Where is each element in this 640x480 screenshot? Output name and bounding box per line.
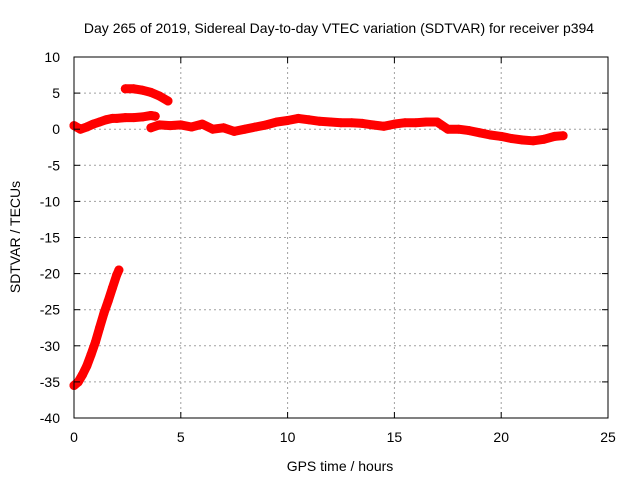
data-point [558,131,568,141]
x-tick-label: 15 [387,429,403,445]
data-point [283,116,293,125]
y-tick-label: -40 [40,410,60,426]
y-tick-label: -35 [40,374,60,390]
tick-labels: 0 5 10 15 20 25 10 5 0 -5 -10 -15 -20 -25 -30 -35 -40 [40,49,616,445]
data-point [78,370,87,380]
data-point [251,122,261,132]
y-tick-label: 10 [44,49,60,65]
data-point [129,113,139,123]
data-point [432,117,442,127]
y-tick-label: -30 [40,338,60,354]
y-axis-label: SDTVAR / TECUs [7,181,23,293]
y-tick-label: 5 [52,85,60,101]
data-point [165,121,175,131]
data-series [69,84,568,390]
data-point [107,283,117,293]
data-point [507,134,517,144]
data-point [379,121,389,131]
data-point [187,122,196,132]
data-point [129,84,139,94]
data-point [357,118,367,128]
data-point [86,350,96,359]
data-point [146,87,156,97]
data-point [443,124,453,134]
data-point [293,113,303,123]
data-point [454,124,463,134]
x-tick-label: 10 [280,429,296,445]
y-tick-label: -10 [40,193,60,209]
axis-ticks [73,56,609,419]
data-point [486,130,495,140]
data-point [137,85,147,95]
x-axis-label: GPS time / hours [287,458,394,474]
y-tick-label: -25 [40,302,60,318]
y-tick-label: -15 [40,230,60,246]
data-point [325,117,335,127]
data-point [421,117,431,127]
series-segment-4 [146,113,568,146]
data-point [518,135,528,145]
data-point [261,120,271,130]
data-point [112,113,122,123]
data-point [347,118,357,128]
data-point [120,113,130,123]
data-point [137,112,147,122]
data-point [154,120,164,130]
y-tick-label: 0 [52,121,60,137]
data-point [539,134,549,144]
data-point [304,115,314,125]
x-tick-label: 0 [70,429,78,445]
data-point [90,337,100,347]
data-point [240,124,250,134]
data-point [550,131,560,141]
data-point [82,361,92,371]
data-point [208,124,218,134]
data-point [103,296,113,306]
x-tick-label: 5 [177,429,185,445]
data-point [120,84,130,94]
grid-lines [74,57,608,418]
y-tick-label: -5 [48,157,61,173]
data-point [99,308,109,318]
data-point [146,123,156,133]
data-point [315,116,325,126]
data-point [150,111,160,121]
chart-title: Day 265 of 2019, Sidereal Day-to-day VTE… [84,20,594,36]
data-point [411,118,421,128]
data-point [389,119,399,129]
data-point [95,323,105,333]
data-point [163,96,173,106]
data-point [197,119,207,129]
data-point [229,126,239,136]
data-point [154,91,164,101]
y-tick-label: -20 [40,266,60,282]
data-point [272,117,282,127]
x-tick-label: 25 [600,429,616,445]
data-point [475,128,485,138]
data-point [400,118,410,128]
data-point [464,126,474,136]
data-point [528,136,538,146]
data-point [176,120,186,130]
data-point [368,120,378,130]
data-point [336,118,346,128]
data-point [114,265,124,275]
x-tick-label: 20 [493,429,509,445]
data-point [219,123,228,133]
data-point [496,131,506,141]
